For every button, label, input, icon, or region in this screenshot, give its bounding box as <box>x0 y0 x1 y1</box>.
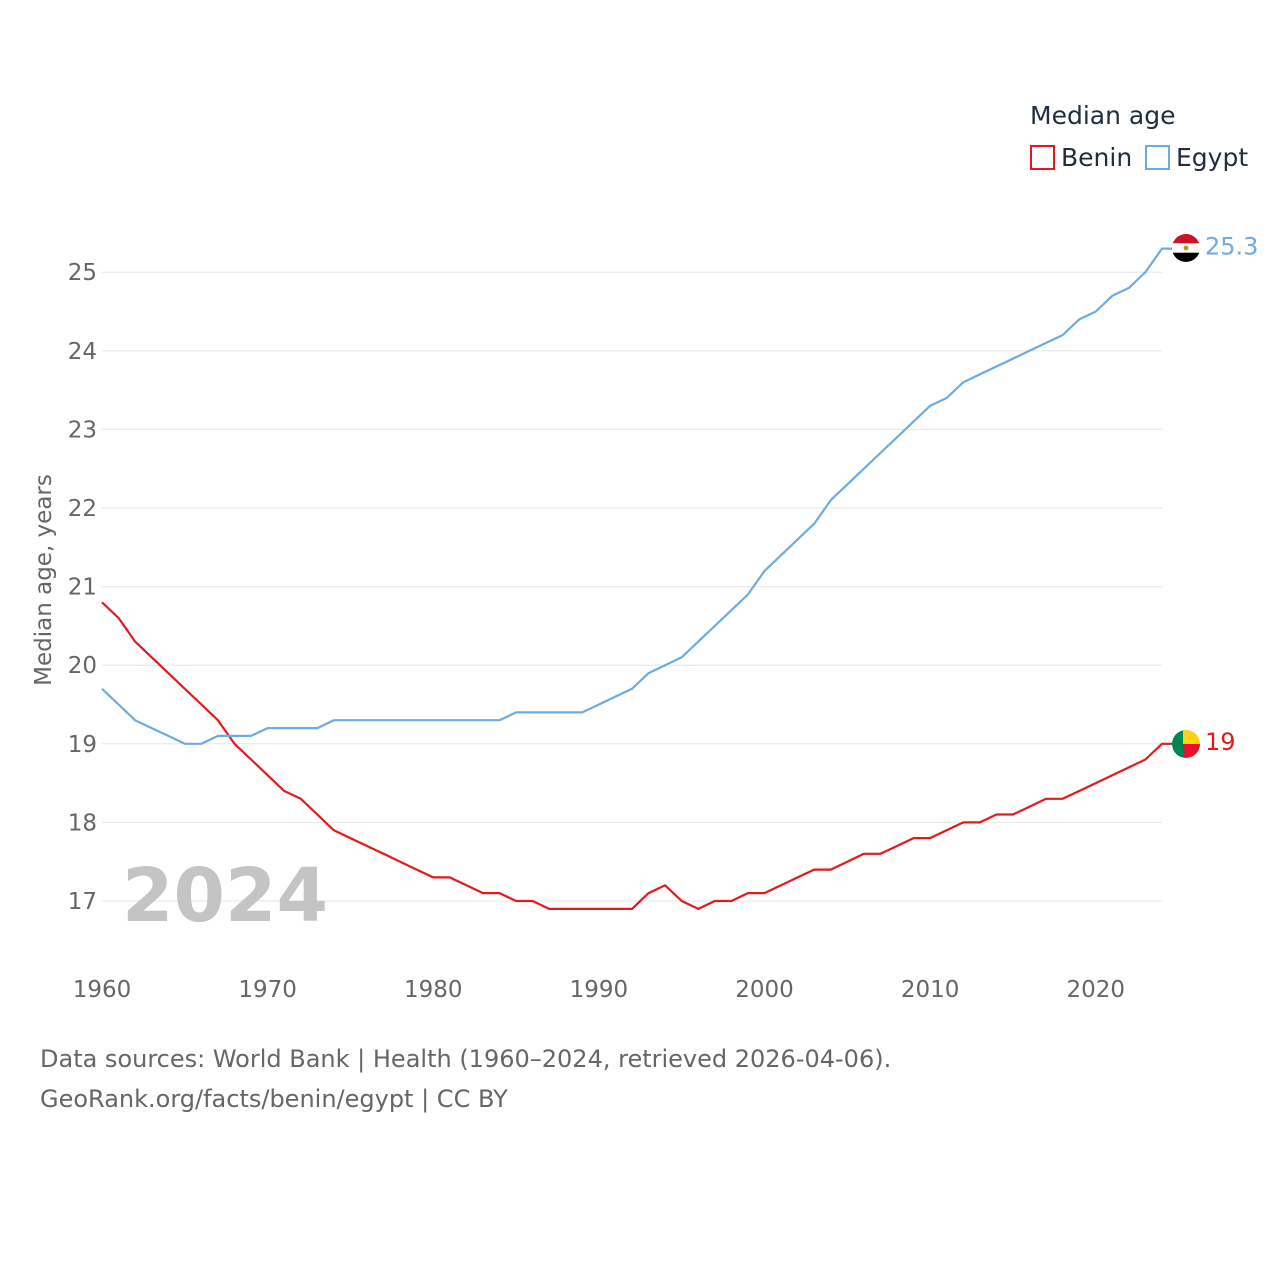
x-tick-label: 2000 <box>735 977 794 1003</box>
egypt-flag-icon <box>1172 234 1200 262</box>
legend-swatch-egypt <box>1145 145 1170 170</box>
y-tick-label: 17 <box>68 889 97 915</box>
x-tick-label: 2020 <box>1066 977 1125 1003</box>
x-tick-label: 1970 <box>238 977 297 1003</box>
benin-flag-icon <box>1172 730 1200 758</box>
legend-item-egypt[interactable]: Egypt <box>1145 143 1248 172</box>
gridlines <box>102 271 1162 902</box>
x-tick-label: 1960 <box>73 977 132 1003</box>
legend-item-benin[interactable]: Benin <box>1030 143 1132 172</box>
end-labels: 19 25.3 <box>1205 233 1258 756</box>
source-line: Data sources: World Bank | Health (1960–… <box>40 1045 892 1073</box>
series-lines <box>101 247 1172 911</box>
y-tick-label: 19 <box>68 732 97 758</box>
source-url-line[interactable]: GeoRank.org/facts/benin/egypt | CC BY <box>40 1085 508 1113</box>
legend: Median age Benin Egypt <box>1030 101 1248 172</box>
y-tick-label: 20 <box>68 653 97 679</box>
x-tick-label: 1980 <box>404 977 463 1003</box>
x-tick-label: 1990 <box>570 977 629 1003</box>
series-line-benin[interactable] <box>101 601 1172 911</box>
y-tick-label: 22 <box>68 496 97 522</box>
series-line-egypt[interactable] <box>101 247 1172 745</box>
current-year-label: 2024 <box>122 853 328 939</box>
legend-label-egypt: Egypt <box>1176 143 1248 172</box>
y-tick-label: 21 <box>68 575 97 601</box>
y-axis-title: Median age, years <box>31 474 57 686</box>
y-tick-label: 24 <box>68 339 97 365</box>
y-tick-label: 25 <box>68 260 97 286</box>
legend-swatch-benin <box>1030 145 1055 170</box>
x-tick-label: 2010 <box>901 977 960 1003</box>
end-label-egypt: 25.3 <box>1205 233 1258 261</box>
x-axis-ticks: 1960 1970 1980 1990 2000 2010 2020 <box>73 977 1125 1003</box>
legend-title: Median age <box>1030 101 1175 130</box>
y-tick-label: 23 <box>68 417 97 443</box>
end-label-benin: 19 <box>1205 728 1236 756</box>
y-tick-label: 18 <box>68 810 97 836</box>
legend-label-benin: Benin <box>1061 143 1132 172</box>
y-axis-ticks: 17 18 19 20 21 22 23 24 25 <box>68 260 97 915</box>
